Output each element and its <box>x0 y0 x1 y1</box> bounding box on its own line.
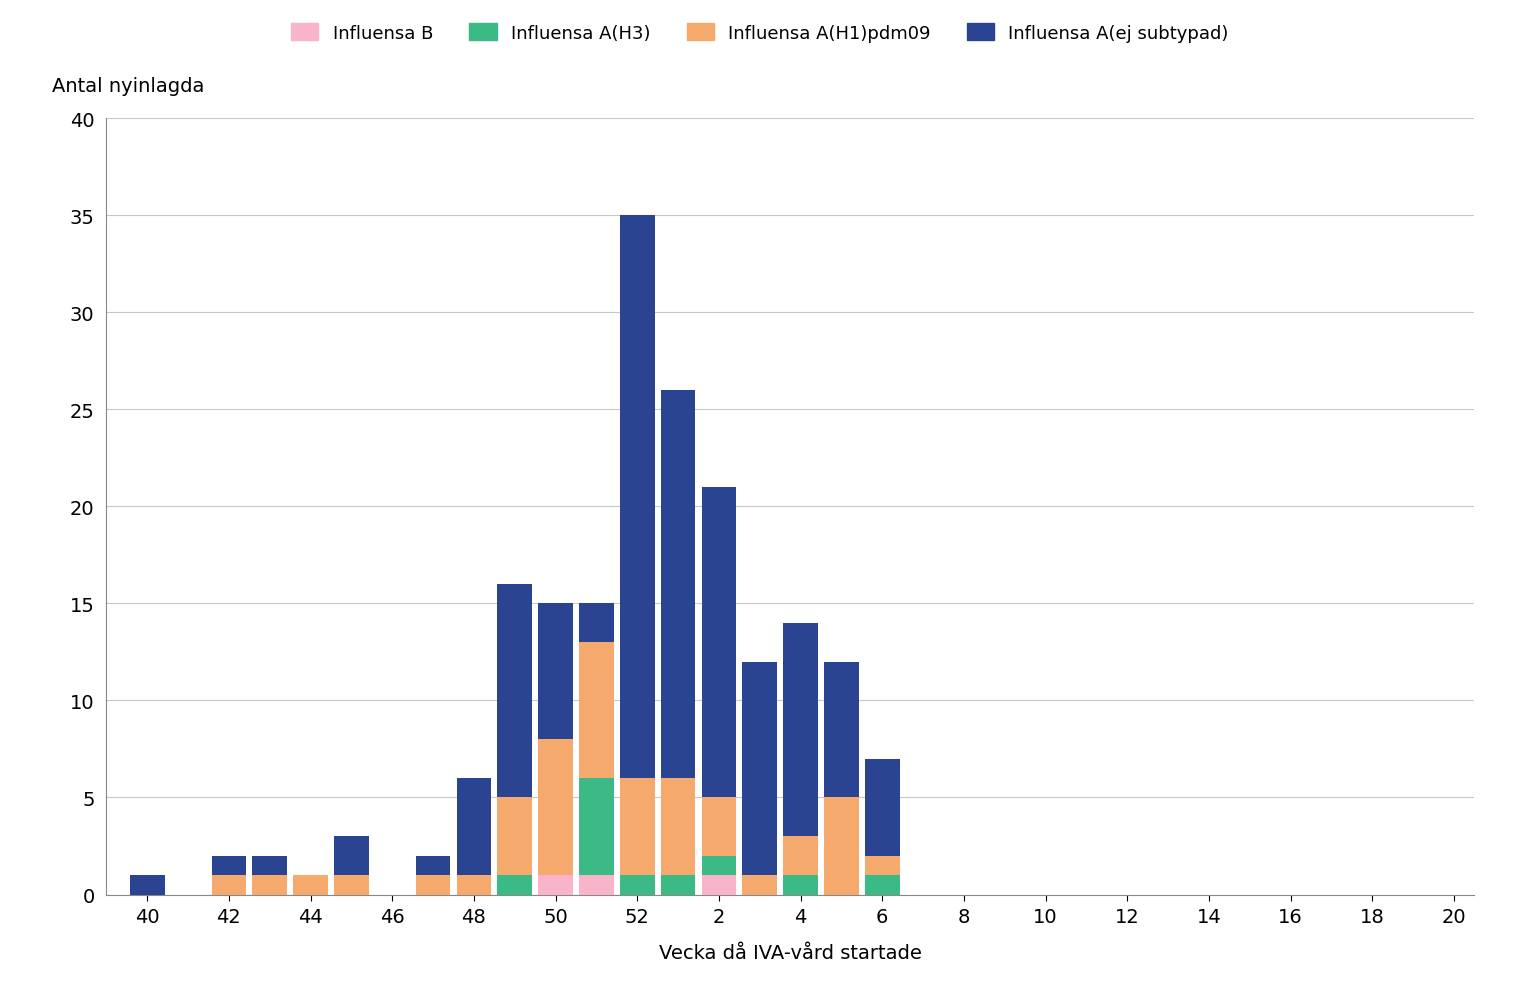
Bar <box>211 856 246 876</box>
Bar <box>538 740 573 876</box>
Bar <box>538 876 573 895</box>
Bar <box>416 856 450 876</box>
Bar <box>661 778 696 876</box>
Bar <box>129 876 164 895</box>
Bar <box>783 876 818 895</box>
Bar <box>497 876 532 895</box>
Bar <box>865 876 900 895</box>
Bar <box>293 876 328 895</box>
Bar <box>252 856 287 876</box>
Bar <box>702 856 736 876</box>
Bar <box>824 662 859 797</box>
Text: Antal nyinlagda: Antal nyinlagda <box>52 78 204 96</box>
Bar <box>579 876 614 895</box>
Bar <box>783 837 818 876</box>
Bar <box>497 584 532 797</box>
Bar <box>497 797 532 876</box>
Bar <box>661 391 696 778</box>
Bar <box>579 778 614 876</box>
Bar <box>334 837 369 876</box>
Bar <box>334 876 369 895</box>
Bar <box>620 216 655 778</box>
Bar <box>620 778 655 876</box>
Bar <box>742 662 777 876</box>
Bar <box>252 876 287 895</box>
Bar <box>579 643 614 778</box>
Bar <box>538 603 573 740</box>
Legend: Influensa B, Influensa A(H3), Influensa A(H1)pdm09, Influensa A(ej subtypad): Influensa B, Influensa A(H3), Influensa … <box>292 24 1228 43</box>
Bar <box>416 876 450 895</box>
Bar <box>661 876 696 895</box>
Bar <box>702 797 736 856</box>
Bar <box>702 487 736 797</box>
Bar <box>742 876 777 895</box>
Bar <box>456 778 491 876</box>
Bar <box>865 856 900 876</box>
Bar <box>579 603 614 643</box>
X-axis label: Vecka då IVA-vård startade: Vecka då IVA-vård startade <box>660 942 921 962</box>
Bar <box>211 876 246 895</box>
Bar <box>456 876 491 895</box>
Bar <box>783 623 818 837</box>
Bar <box>824 797 859 895</box>
Bar <box>702 876 736 895</box>
Bar <box>865 759 900 856</box>
Bar <box>620 876 655 895</box>
